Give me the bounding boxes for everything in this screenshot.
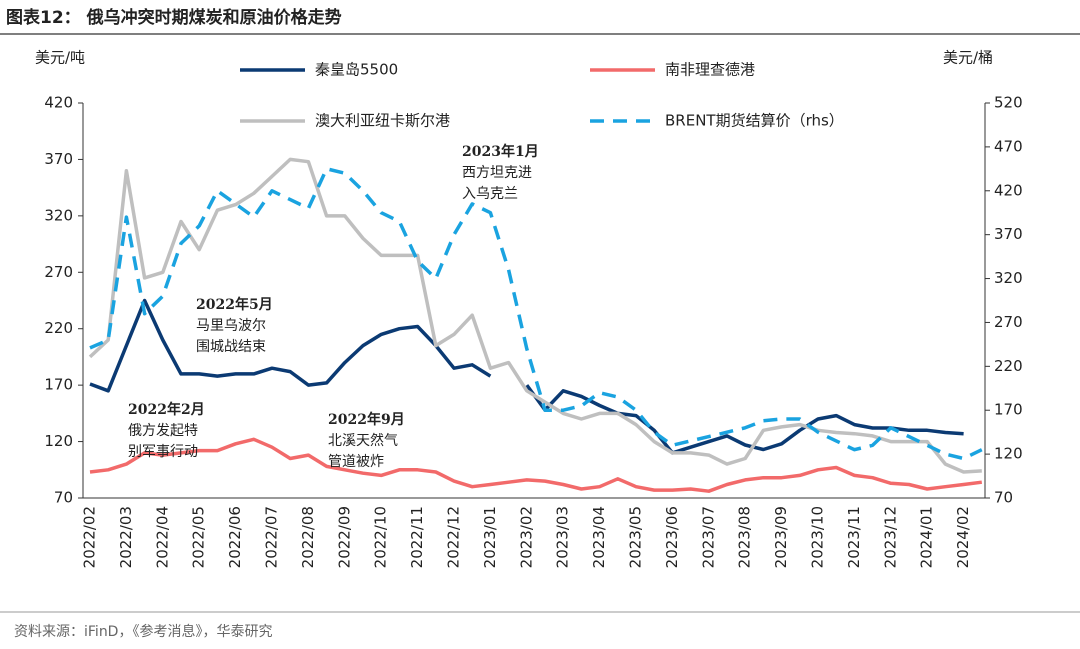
y2-tick-label: 70 [994, 489, 1013, 507]
y2-tick-label: 170 [994, 401, 1023, 419]
series-line [88, 157, 982, 474]
annotation-text: 别军事行动 [128, 444, 198, 460]
y2-tick-label: 120 [994, 445, 1023, 463]
legend-label: BRENT期货结算价（rhs） [665, 112, 844, 130]
x-tick-label: 2023/02 [517, 506, 535, 568]
x-tick-label: 2022/02 [81, 506, 99, 568]
y-tick-label: 70 [54, 489, 73, 507]
annotation-title: 2023年1月 [462, 143, 539, 160]
x-tick-label: 2024/01 [918, 506, 936, 568]
y-tick-label: 120 [44, 432, 73, 450]
y-tick-label: 220 [44, 319, 73, 337]
x-tick-label: 2023/04 [590, 506, 608, 568]
series-line [89, 437, 983, 493]
y2-tick-label: 470 [994, 137, 1023, 155]
x-tick-label: 2024/02 [954, 506, 972, 568]
annotation-title: 2022年5月 [196, 296, 273, 313]
annotation-text: 围城战结束 [196, 339, 266, 355]
x-tick-label: 2023/05 [627, 506, 645, 568]
legend-label: 秦皇岛5500 [315, 61, 398, 79]
series-line [89, 167, 983, 461]
y2-tick-label: 370 [994, 225, 1023, 243]
annotation-text: 管道被炸 [328, 454, 384, 470]
x-tick-label: 2022/09 [335, 506, 353, 568]
x-tick-label: 2022/11 [408, 506, 426, 568]
y2-tick-label: 220 [994, 357, 1023, 375]
y-tick-label: 420 [44, 94, 73, 112]
y-tick-label: 370 [44, 150, 73, 168]
annotation-text: 入乌克兰 [462, 186, 518, 202]
x-tick-label: 2022/03 [117, 506, 135, 568]
legend-label: 南非理查德港 [665, 61, 755, 79]
annotation-text: 俄方发起特 [128, 423, 198, 439]
x-tick-label: 2022/07 [263, 506, 281, 568]
x-tick-label: 2022/06 [226, 506, 244, 568]
source: 资料来源：iFinD，《参考消息》，华泰研究 [14, 623, 272, 640]
annotation-text: 马里乌波尔 [196, 318, 266, 334]
annotation-text: 北溪天然气 [328, 432, 398, 449]
x-tick-label: 2023/09 [772, 506, 790, 568]
chart-title: 图表12： 俄乌冲突时期煤炭和原油价格走势 [6, 7, 342, 28]
x-tick-label: 2023/01 [481, 506, 499, 568]
y2-tick-label: 320 [994, 269, 1023, 287]
y2-tick-label: 270 [994, 313, 1023, 331]
annotation-title: 2022年9月 [328, 411, 405, 428]
y-tick-label: 270 [44, 263, 73, 281]
y-tick-label: 320 [44, 206, 73, 224]
y-tick-label: 170 [44, 376, 73, 394]
y2-axis-label: 美元/桶 [943, 49, 993, 67]
x-tick-label: 2023/11 [845, 506, 863, 568]
x-tick-label: 2023/03 [554, 506, 572, 568]
y2-tick-label: 420 [994, 181, 1023, 199]
x-tick-label: 2022/08 [299, 506, 317, 568]
x-tick-label: 2023/10 [809, 506, 827, 568]
x-tick-label: 2022/12 [445, 506, 463, 568]
x-tick-label: 2022/04 [153, 506, 171, 568]
annotation-title: 2022年2月 [128, 401, 205, 418]
x-tick-label: 2023/08 [736, 506, 754, 568]
annotation-text: 西方坦克进 [462, 165, 532, 181]
x-tick-label: 2023/07 [699, 506, 717, 568]
y2-tick-label: 520 [994, 94, 1023, 112]
x-tick-label: 2022/05 [190, 506, 208, 568]
x-tick-label: 2023/12 [881, 506, 899, 568]
x-tick-label: 2023/06 [663, 506, 681, 568]
y-axis-label: 美元/吨 [35, 49, 85, 67]
legend-label: 澳大利亚纽卡斯尔港 [315, 112, 450, 130]
x-tick-label: 2022/10 [372, 506, 390, 568]
